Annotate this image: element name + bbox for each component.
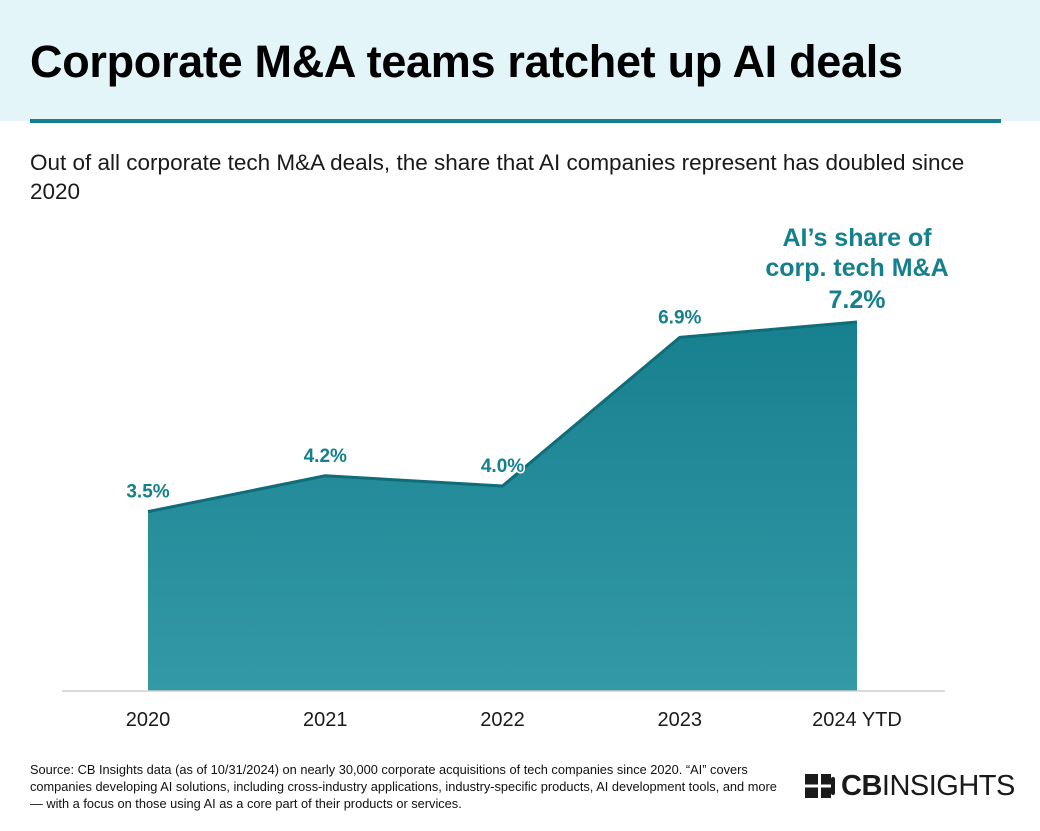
- x-tick-label-2022: 2022: [480, 709, 525, 731]
- header-band: [0, 0, 1040, 121]
- data-label-2020: 3.5%: [126, 482, 169, 503]
- annotation-line-1: AI’s share of: [782, 224, 932, 252]
- data-label-2022: 4.0%: [481, 456, 524, 477]
- series-line: [147, 320, 858, 514]
- chart-subtitle: Out of all corporate tech M&A deals, the…: [30, 150, 965, 204]
- x-tick-label-2021: 2021: [303, 709, 348, 731]
- cb-insights-wordmark: CBINSIGHTS: [841, 770, 1015, 803]
- annotation-line-2: corp. tech M&A: [765, 254, 948, 282]
- area-fill: [148, 322, 857, 691]
- brand-bold: CB: [841, 769, 882, 802]
- cb-insights-logo-icon: [805, 774, 835, 798]
- data-label-2024-ytd: 7.2%: [829, 286, 886, 314]
- x-tick-label-2023: 2023: [658, 709, 703, 731]
- chart-title: Corporate M&A teams ratchet up AI deals: [30, 36, 903, 87]
- data-label-2023: 6.9%: [658, 307, 701, 328]
- data-label-2021: 4.2%: [304, 446, 347, 467]
- cb-insights-logo: CBINSIGHTS: [805, 770, 1015, 803]
- x-tick-label-2024-ytd: 2024 YTD: [812, 709, 902, 731]
- brand-rest: INSIGHTS: [881, 769, 1015, 802]
- header-rule: [30, 119, 1001, 123]
- source-footnote: Source: CB Insights data (as of 10/31/20…: [30, 762, 777, 811]
- x-tick-label-2020: 2020: [126, 709, 171, 731]
